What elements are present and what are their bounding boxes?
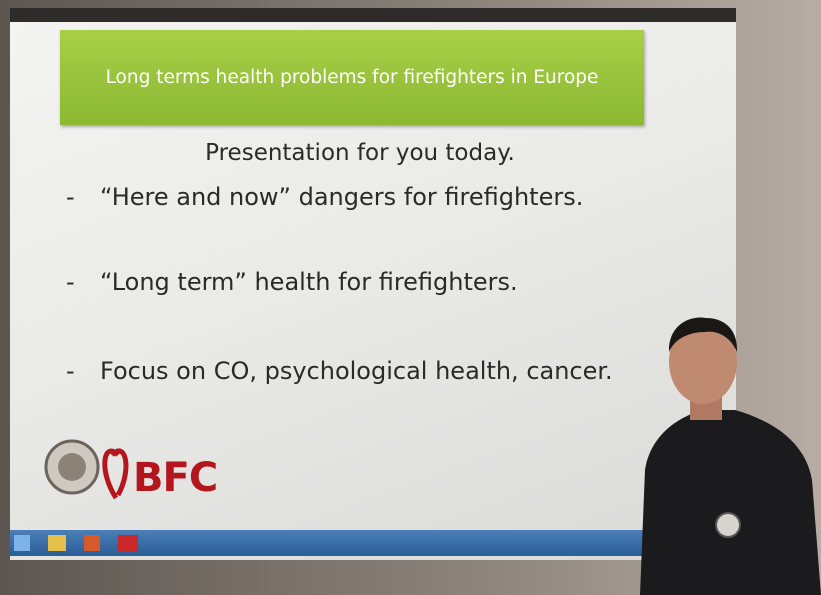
ribbon xyxy=(105,451,126,498)
taskbar-icons xyxy=(14,535,138,551)
page: Long terms health problems for firefight… xyxy=(0,0,821,595)
overlay xyxy=(0,0,821,595)
logo-text: BFC xyxy=(133,455,217,501)
presenter xyxy=(640,317,821,595)
emblem xyxy=(46,441,98,493)
